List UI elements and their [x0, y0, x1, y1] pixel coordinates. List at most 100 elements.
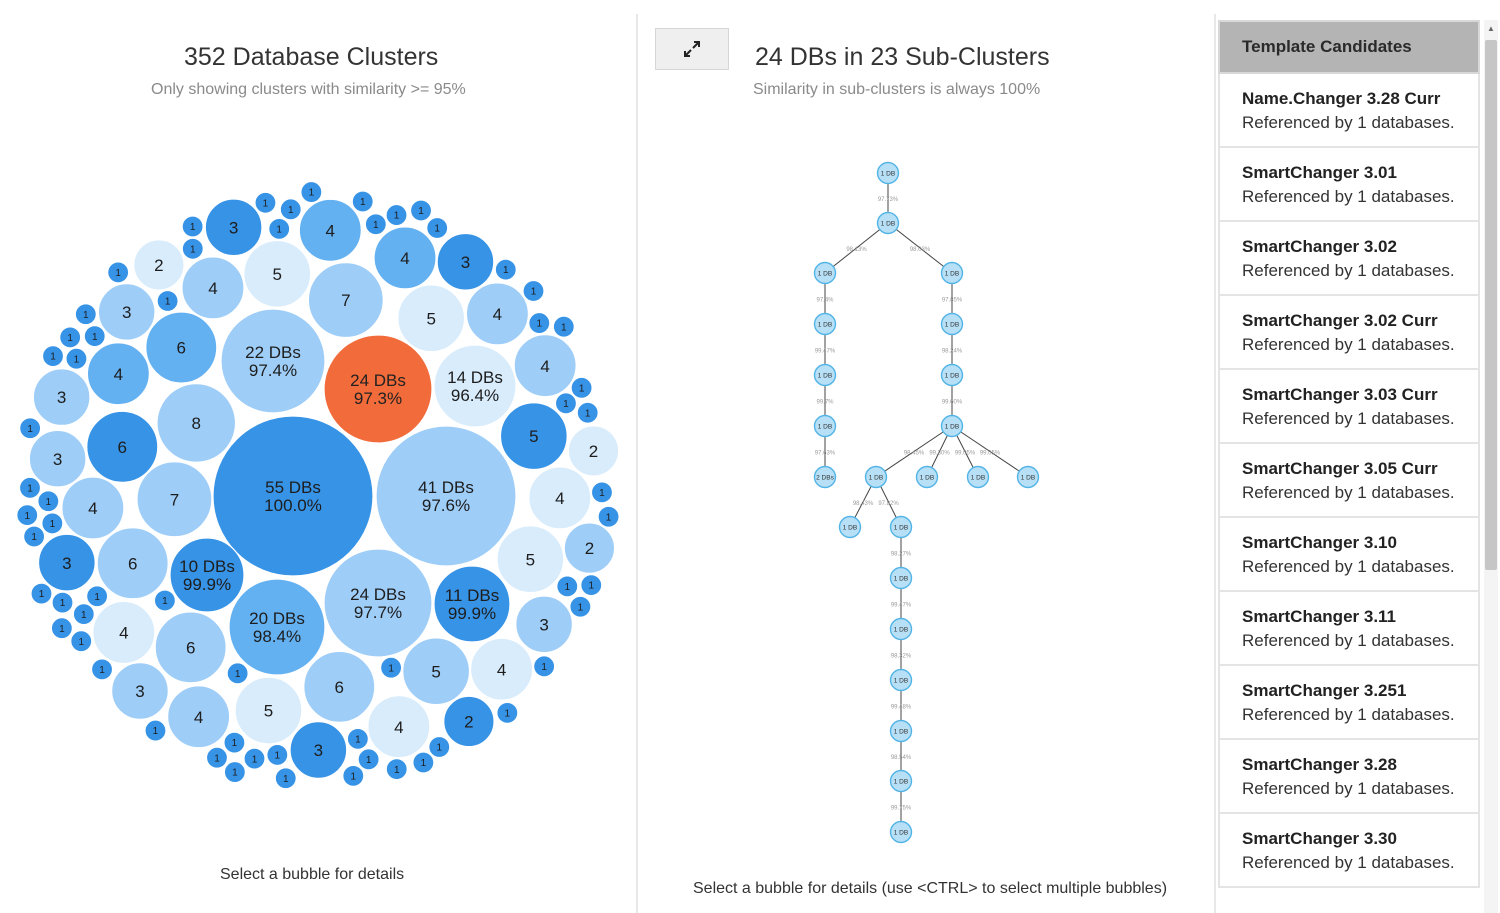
singleton-bubble[interactable]: 1	[533, 655, 556, 678]
tree-node-circle[interactable]	[889, 566, 913, 590]
singleton-bubble[interactable]: 1	[300, 180, 323, 204]
singleton-bubble[interactable]: 1	[65, 347, 88, 370]
cluster-bubble-circle[interactable]	[228, 578, 326, 676]
singleton-bubble[interactable]: 1	[385, 203, 408, 227]
singleton-bubble-circle[interactable]	[533, 655, 556, 678]
cluster-bubble[interactable]: 2	[133, 239, 185, 291]
singleton-bubble[interactable]: 1	[357, 748, 380, 771]
singleton-bubble[interactable]: 1	[528, 311, 551, 335]
singleton-bubble[interactable]: 1	[426, 216, 449, 240]
tree-node[interactable]: 1 DB	[813, 312, 837, 336]
singleton-bubble-circle[interactable]	[342, 764, 365, 787]
cluster-bubble[interactable]: 4	[470, 637, 534, 701]
singleton-bubble[interactable]: 1	[576, 401, 599, 424]
singleton-bubble[interactable]: 1	[266, 743, 289, 767]
singleton-bubble-circle[interactable]	[274, 767, 297, 790]
tree-node[interactable]: 1 DB	[813, 363, 837, 387]
cluster-bubble-circle[interactable]	[323, 548, 433, 658]
template-item[interactable]: SmartChanger 3.03 Curr Referenced by 1 da…	[1218, 370, 1480, 444]
tree-node[interactable]: 1 DB	[889, 668, 913, 692]
singleton-bubble[interactable]: 1	[70, 630, 93, 653]
cluster-bubble[interactable]: 6	[303, 650, 376, 723]
singleton-bubble[interactable]: 1	[30, 582, 53, 605]
cluster-bubble[interactable]: 3	[32, 368, 91, 427]
singleton-bubble-circle[interactable]	[72, 603, 95, 626]
tree-node[interactable]: 1 DB	[838, 515, 862, 539]
cluster-bubble-circle[interactable]	[373, 226, 437, 290]
singleton-bubble-circle[interactable]	[51, 591, 74, 614]
singleton-bubble[interactable]: 1	[156, 289, 179, 313]
singleton-bubble[interactable]: 1	[428, 735, 451, 759]
singleton-bubble-circle[interactable]	[409, 199, 433, 222]
cluster-bubble-circle[interactable]	[86, 342, 150, 406]
tree-node[interactable]: 1 DB	[966, 465, 990, 489]
singleton-bubble-circle[interactable]	[357, 748, 380, 771]
cluster-bubble[interactable]: 4	[61, 476, 125, 540]
singleton-bubble[interactable]: 1	[380, 656, 403, 679]
tree-node[interactable]: 1 DB	[940, 414, 964, 438]
cluster-bubble[interactable]: 5	[499, 402, 568, 471]
cluster-bubble-circle[interactable]	[243, 239, 312, 308]
singleton-bubble-circle[interactable]	[50, 617, 73, 640]
tree-node[interactable]: 1 DB	[889, 566, 913, 590]
singleton-bubble-circle[interactable]	[279, 198, 302, 221]
singleton-bubble-circle[interactable]	[496, 701, 519, 725]
template-item[interactable]: SmartChanger 3.28 Referenced by 1 databas…	[1218, 740, 1480, 814]
template-item[interactable]: SmartChanger 3.01 Referenced by 1 databas…	[1218, 148, 1480, 222]
singleton-bubble-circle[interactable]	[385, 758, 408, 781]
cluster-bubble-circle[interactable]	[136, 461, 213, 538]
singleton-bubble[interactable]: 1	[346, 727, 369, 750]
singleton-bubble-circle[interactable]	[226, 662, 249, 685]
cluster-bubble-circle[interactable]	[436, 232, 495, 291]
tree-node-circle[interactable]	[940, 312, 964, 336]
tree-node[interactable]: 1 DB	[940, 363, 964, 387]
singleton-bubble-circle[interactable]	[570, 376, 593, 399]
singleton-bubble-circle[interactable]	[181, 237, 204, 260]
tree-node-circle[interactable]	[966, 465, 990, 489]
singleton-bubble[interactable]: 1	[86, 585, 109, 608]
cluster-bubble-circle[interactable]	[111, 662, 169, 720]
tree-node[interactable]: 1 DB	[876, 161, 900, 185]
singleton-bubble[interactable]: 1	[569, 595, 592, 618]
singleton-bubble-circle[interactable]	[37, 490, 60, 513]
cluster-bubble-circle[interactable]	[367, 695, 431, 759]
singleton-bubble-circle[interactable]	[569, 595, 592, 618]
cluster-bubble-circle[interactable]	[32, 368, 91, 427]
singleton-bubble-circle[interactable]	[223, 760, 246, 784]
cluster-bubble-circle[interactable]	[443, 695, 495, 748]
cluster-bubble-circle[interactable]	[402, 637, 471, 706]
tree-node-circle[interactable]	[864, 465, 888, 489]
singleton-bubble-circle[interactable]	[181, 215, 204, 238]
cluster-bubble[interactable]: 7	[307, 261, 384, 339]
cluster-bubble[interactable]: 3	[436, 232, 495, 291]
cluster-bubble-circle[interactable]	[86, 410, 159, 483]
cluster-bubble[interactable]: 5	[397, 284, 466, 353]
tree-node-circle[interactable]	[838, 515, 862, 539]
cluster-bubble[interactable]: 2	[443, 695, 495, 748]
cluster-bubble[interactable]: 3	[289, 721, 348, 779]
cluster-bubble[interactable]: 8	[156, 383, 237, 463]
singleton-bubble[interactable]: 1	[496, 701, 519, 725]
singleton-bubble-circle[interactable]	[90, 658, 114, 681]
singleton-bubble[interactable]: 1	[580, 573, 603, 597]
cluster-bubble[interactable]: 3	[28, 429, 87, 488]
cluster-bubble[interactable]: 4	[181, 256, 245, 320]
cluster-bubble-circle[interactable]	[563, 522, 616, 574]
singleton-bubble[interactable]: 1	[409, 199, 433, 222]
tree-node-circle[interactable]	[889, 515, 913, 539]
cluster-bubble[interactable]: 6	[86, 410, 159, 483]
singleton-bubble-circle[interactable]	[223, 731, 246, 754]
tree-node[interactable]: 1 DB	[889, 617, 913, 641]
singleton-bubble[interactable]: 1	[385, 758, 408, 781]
cluster-bubble-circle[interactable]	[156, 383, 237, 463]
cluster-bubble-circle[interactable]	[303, 650, 376, 723]
tree-node-circle[interactable]	[889, 617, 913, 641]
cluster-bubble-circle[interactable]	[289, 721, 348, 779]
singleton-bubble-circle[interactable]	[70, 630, 93, 653]
cluster-bubble[interactable]: 4	[86, 342, 150, 406]
tree-node-circle[interactable]	[813, 312, 837, 336]
singleton-bubble-circle[interactable]	[426, 216, 449, 240]
